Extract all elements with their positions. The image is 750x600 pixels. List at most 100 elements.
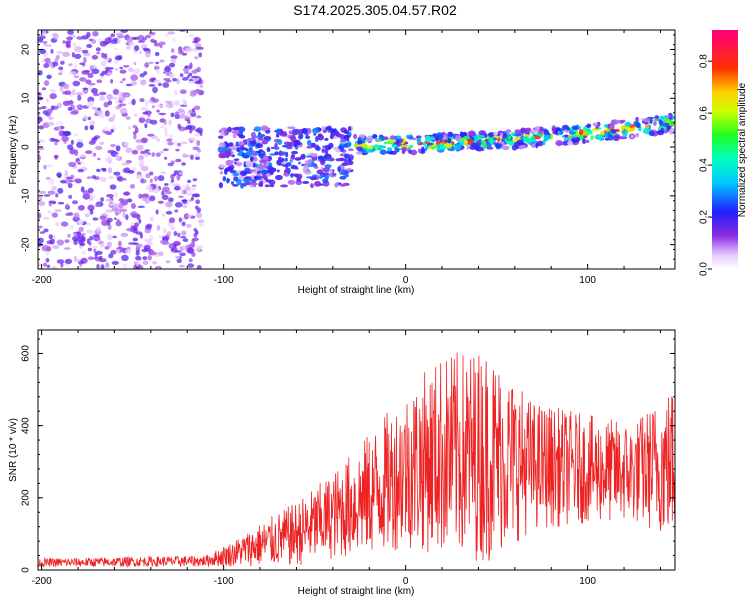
spectrogram-blob [46,98,50,104]
spectrogram-blob [132,213,138,218]
spectrogram-blob [244,176,252,180]
spectrogram-blob [140,178,147,184]
spectrogram-blob [122,211,126,218]
spectrogram-blob [159,125,167,129]
spectrogram-blob [64,90,72,95]
spectrogram-blob [222,176,226,182]
spectrogram-blob [596,134,603,140]
spectrogram-blob [353,143,358,149]
spectrogram-blob [260,159,267,164]
spectrogram-blob [55,139,60,143]
spectrogram-blob [87,256,94,261]
spectrogram-blob [671,115,675,120]
colorbar [712,30,738,269]
spectrogram-blob [233,176,239,182]
spectrogram-blob [156,225,161,231]
spectrogram-blob [630,127,636,131]
spectrogram-blob [154,51,160,57]
spectrogram-blob [620,125,624,132]
spectrogram-blob [182,154,191,158]
spectrogram-blob [287,179,296,185]
spectrogram-blob [174,209,179,213]
spectrogram-blob [357,140,363,145]
spectrogram-blob [38,125,45,130]
spectrogram-blob [588,130,593,135]
spectrogram-blob [278,150,283,157]
spectrogram-blob [119,103,127,107]
spectrogram-blob [323,172,330,176]
spectrogram-blob [127,170,135,174]
spectrogram-blob [267,169,273,174]
spectrogram-blob [138,155,144,161]
spectrogram-blob [158,112,166,116]
spectrogram-blob [144,35,152,39]
spectrogram-blob [76,231,82,238]
spectrogram-blob [256,173,261,177]
spectrogram-blob [188,72,193,77]
spectrogram-blob [579,129,583,136]
spectrogram-blob [164,156,168,160]
spectrogram-blob [162,71,166,74]
spectrogram-blob [65,212,70,216]
spectrogram-blob [46,108,53,114]
spectrogram-blob [142,48,150,51]
spectrogram-blob [297,161,301,165]
spectrogram-blob [92,31,99,37]
spectrogram-blob [408,136,414,140]
spectrogram-blob [126,228,133,232]
spectrogram-blob [45,251,50,256]
spectrogram-blob [113,217,117,220]
spectrogram-blob [187,263,195,268]
spectrogram-blob [622,133,628,137]
spectrogram-blob [116,218,121,224]
spectrogram-blob [250,155,254,162]
spectrogram-blob [188,258,193,263]
spectrogram-blob [233,173,240,176]
spectrogram-blob [178,217,182,223]
spectrogram-blob [145,185,153,191]
spectrogram-blob [659,115,665,121]
spectrogram-blob [147,255,152,261]
spectrogram-blob [192,186,196,192]
spectrogram-blob [181,221,186,227]
spectrogram-blob [174,255,181,260]
spectrogram-blob [186,124,193,130]
spectrogram-blob [196,115,202,119]
spectrogram-blob [177,232,181,238]
spectrogram-blob [163,148,169,152]
spectrogram-blob [310,177,316,181]
spectrogram-blob [567,140,573,146]
spectrogram-blob [648,130,655,137]
spectrogram-blob [108,176,114,179]
spectrogram-blob [55,193,59,198]
spectrogram-blob [122,78,126,81]
spectrogram-blob [77,95,82,101]
spectrogram-blob [70,139,74,145]
spectrogram-blob [319,174,323,179]
spectrogram-blob [408,145,414,149]
spectrogram-blob [116,248,121,253]
spectrogram-blob [157,175,165,182]
spectrogram-blob [125,248,132,254]
spectrogram-blob [164,133,169,137]
spectrogram-blob [519,144,527,149]
spectrogram-blob [125,83,133,87]
spectrogram-blob [257,164,265,171]
spectrogram-blob [533,135,541,140]
spectrogram-blob [38,212,42,219]
spectrogram-blob [281,152,287,156]
colorbar-tick-label: 0.6 [699,106,710,120]
snr-ytick-label: 200 [21,489,32,506]
spectrogram-blob [99,176,107,182]
spectrogram-blob [172,77,178,82]
spectrogram-blob [156,138,160,142]
spectrogram-blob [275,133,280,138]
spectrogram-blob [48,200,56,204]
spectrogram-blob [564,134,569,138]
spectrogram-blob [555,140,563,146]
spectrogram-blob [143,62,150,68]
spectrogram-blob [151,105,155,109]
spectrogram-blob [138,193,142,199]
spectrogram-blob [644,118,651,122]
